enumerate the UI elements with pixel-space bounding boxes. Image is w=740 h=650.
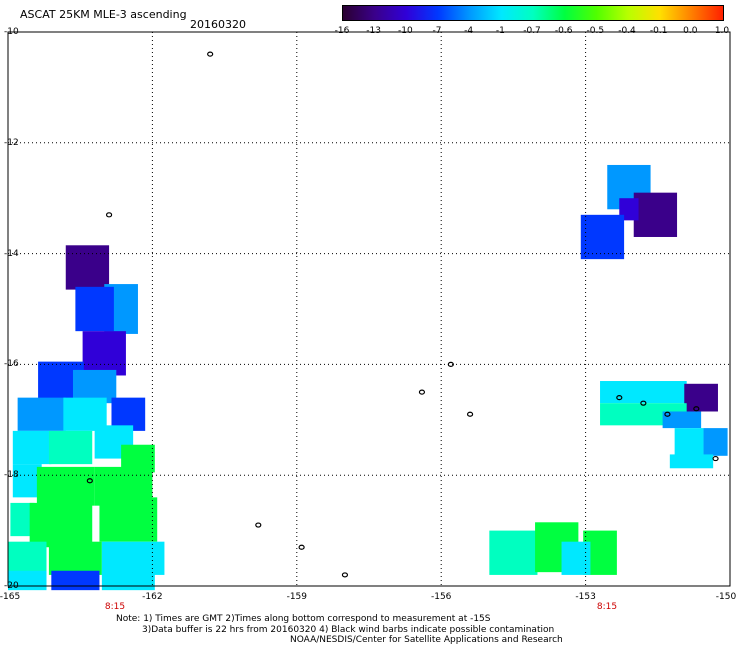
island-outline [616, 395, 623, 401]
lat-tick-label: -18 [4, 470, 19, 481]
island-outline [418, 389, 426, 395]
colorbar-tick-label: -16 [334, 26, 350, 36]
island-outline [105, 212, 113, 218]
lat-tick-label: -12 [4, 137, 19, 148]
colorbar-labels: -16 -13 -10 -7 -4 -1 -0.7 -0.6 -0.5 -0.4 -0.1 0.0 1.… [330, 26, 740, 38]
data-cell [75, 286, 114, 332]
data-cell [633, 192, 678, 237]
island-outline [447, 361, 454, 367]
colorbar-tick-label: -10 [397, 26, 413, 36]
colorbar-tick-label: -0.7 [523, 26, 541, 36]
note-line-2: 3)Data buffer is 22 hrs from 20160320 4)… [142, 624, 555, 635]
lon-tick-label: -153 [575, 592, 596, 602]
lon-tick-label: -162 [142, 592, 163, 602]
island-outline [341, 572, 349, 578]
data-cell [669, 454, 714, 469]
island-outline [255, 522, 262, 528]
data-cell [101, 541, 165, 575]
data-cell [82, 331, 126, 376]
data-cell [8, 570, 47, 591]
lon-tick-label: -156 [430, 592, 452, 602]
data-cell [662, 411, 702, 429]
data-cell [65, 245, 110, 290]
data-cell [36, 466, 95, 506]
island-outline [207, 51, 214, 57]
grid-lines [8, 32, 730, 586]
note-line-1: Note: 1) Times are GMT 2)Times along bot… [116, 614, 491, 624]
data-cell [12, 430, 52, 465]
time-label-left: 8:15 [104, 602, 126, 612]
island-outline [693, 406, 700, 412]
island-outline [640, 400, 647, 406]
lat-tick-label: -16 [4, 359, 19, 370]
data-cell [674, 428, 704, 456]
colorbar-tick-label: -13 [366, 26, 382, 36]
colorbar-tick-label: -4 [464, 26, 474, 36]
lat-tick-label: -10 [4, 27, 19, 37]
data-cell [29, 502, 93, 548]
time-label-right: 8:15 [596, 602, 618, 612]
note-line-3: NOAA/NESDIS/Center for Satellite Applica… [290, 635, 563, 645]
data-cell [101, 570, 155, 591]
island-outline [86, 478, 93, 484]
island-outlines [86, 51, 719, 578]
colorbar-tick-label: -0.1 [649, 26, 668, 36]
island-outline [712, 455, 719, 462]
colorbar-tick-label: -0.4 [618, 26, 636, 36]
lat-tick-label: -20 [4, 581, 19, 591]
data-cell [684, 383, 718, 412]
lon-tick-label: -150 [715, 592, 737, 602]
map-date: 20160320 [190, 18, 246, 31]
colorbar-tick-label: -7 [432, 26, 442, 36]
colorbar-tick-label: -0.6 [554, 26, 573, 36]
data-cell [489, 530, 538, 575]
data-cell [99, 497, 158, 542]
lon-tick-label: -165 [0, 592, 21, 602]
data-cell [48, 541, 102, 575]
data-cell [51, 570, 100, 591]
island-outline [466, 411, 474, 417]
colorbar-tick-label: 1.0 [714, 26, 730, 36]
island-outline [664, 411, 671, 417]
lat-tick-label: -14 [4, 248, 19, 259]
data-cell [8, 541, 47, 575]
data-cell [17, 397, 66, 431]
island-outline [298, 544, 305, 550]
colorbar-tick-label: -1 [495, 26, 505, 36]
data-cell [600, 381, 687, 404]
colorbar-tick-label: -0.5 [586, 26, 605, 36]
lon-tick-label: -159 [286, 592, 308, 602]
data-cell [580, 214, 625, 260]
data-cell [72, 369, 117, 404]
colorbar [342, 5, 724, 21]
plot-frame [7, 31, 731, 587]
colorbar-tick-label: 0.0 [683, 26, 698, 36]
data-cell [703, 428, 728, 456]
map-title: ASCAT 25KM MLE-3 ascending [20, 8, 187, 21]
data-cell [48, 430, 93, 465]
data-cells [8, 164, 728, 591]
data-cell [561, 541, 591, 575]
